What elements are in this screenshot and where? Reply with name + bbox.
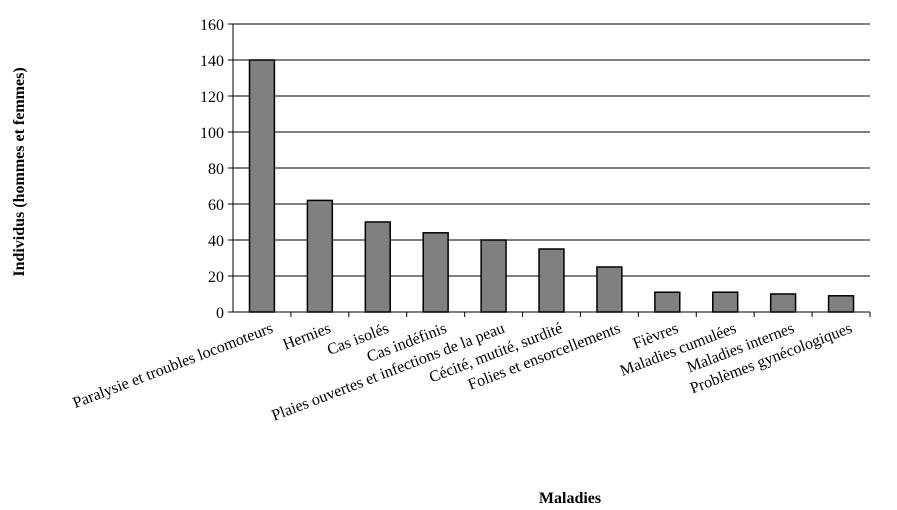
bar (364, 221, 391, 313)
bar (827, 295, 855, 313)
y-tick-label: 60 (208, 197, 224, 214)
y-tick-label: 40 (208, 233, 224, 250)
bar (248, 59, 276, 313)
y-axis-title: Individus (hommes et femmes) (11, 67, 28, 276)
axes (228, 23, 871, 317)
y-tick-label: 100 (200, 125, 224, 142)
bar (654, 291, 681, 313)
x-tick-label: Hernies (281, 320, 334, 354)
bar (769, 293, 797, 313)
bar (712, 291, 739, 313)
y-tick-label: 160 (200, 17, 224, 34)
gridlines (233, 23, 870, 277)
bar (538, 248, 565, 313)
bar (422, 232, 449, 313)
x-tick-labels: Paralysie et troubles locomoteurs Hernies… (71, 320, 855, 425)
y-tick-label: 20 (208, 269, 224, 286)
bar (480, 239, 507, 313)
x-axis-title: Maladies (539, 490, 601, 507)
x-tick-label: Paralysie et troubles locomoteurs (71, 320, 276, 412)
y-tick-label: 80 (208, 161, 224, 178)
bar (596, 266, 623, 313)
y-tick-labels: 0 20 40 60 80 100 120 140 160 (200, 17, 224, 322)
y-tick-label: 140 (200, 53, 224, 70)
bars (248, 59, 855, 313)
y-tick-label: 120 (200, 89, 224, 106)
y-tick-label: 0 (216, 305, 224, 322)
bar (306, 199, 334, 313)
